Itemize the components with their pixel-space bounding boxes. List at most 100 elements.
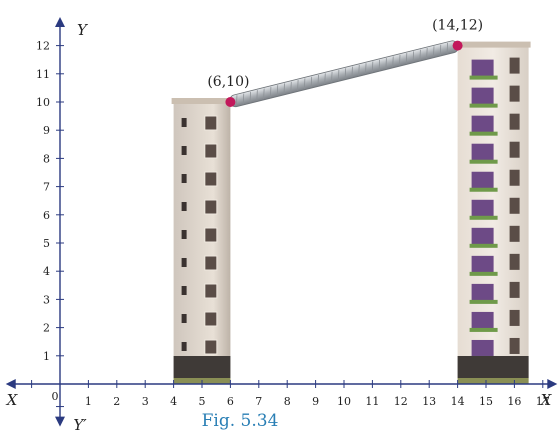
x-tick-label: 4 xyxy=(170,395,177,408)
bridge-rib xyxy=(317,74,319,86)
bridge-rib xyxy=(242,93,245,104)
bridge-rib xyxy=(385,58,387,69)
balcony-plants xyxy=(469,243,498,248)
window xyxy=(204,227,218,243)
bridge-rib xyxy=(303,78,306,89)
balcony-plants xyxy=(469,271,498,276)
window xyxy=(181,342,187,351)
window xyxy=(509,337,520,354)
bridge-rib xyxy=(263,88,265,99)
window xyxy=(471,199,494,218)
y-tick-label: 10 xyxy=(36,96,50,109)
bridge-rib xyxy=(378,59,381,71)
building-wall xyxy=(173,102,231,384)
window xyxy=(509,253,520,270)
x-tick-label: 12 xyxy=(394,395,408,408)
x-tick-label: 10 xyxy=(337,395,351,408)
window xyxy=(471,227,494,246)
axes xyxy=(5,17,558,427)
window xyxy=(471,143,494,162)
x-tick-label: 2 xyxy=(113,395,120,408)
bridge-rib xyxy=(392,56,394,67)
window xyxy=(471,87,494,106)
x-tick-label: 6 xyxy=(227,395,234,408)
x-tick-label: 5 xyxy=(199,395,206,408)
y-axis-arrow-down xyxy=(55,416,65,427)
building-1 xyxy=(171,98,233,384)
window xyxy=(471,255,494,274)
bridge-rib xyxy=(419,49,421,61)
bridge-rib xyxy=(365,63,367,74)
x-axis-negative-label: X xyxy=(6,391,19,409)
balcony-plants xyxy=(469,159,498,164)
figure-caption: Fig. 5.34 xyxy=(202,411,279,431)
y-axis-arrow-up xyxy=(55,17,65,28)
buildings xyxy=(171,41,531,384)
bridge xyxy=(229,40,459,108)
x-tick-label: 17 xyxy=(536,395,550,408)
window xyxy=(204,283,218,299)
window xyxy=(471,59,494,78)
x-axis-arrow-left xyxy=(5,379,16,389)
window xyxy=(204,255,218,271)
bridge-rib xyxy=(331,71,333,83)
balcony-plants xyxy=(469,75,498,80)
window xyxy=(471,339,494,358)
point-marker xyxy=(452,40,463,51)
bridge-rib xyxy=(310,76,313,88)
y-axis-positive-label: Y xyxy=(77,21,89,39)
x-tick-label: 13 xyxy=(422,395,436,408)
y-tick-label: 7 xyxy=(43,181,50,194)
x-tick-label: 3 xyxy=(142,395,149,408)
x-tick-label: 16 xyxy=(507,395,521,408)
window xyxy=(204,339,218,355)
bridge-rib xyxy=(439,44,442,56)
balcony-plants xyxy=(469,215,498,220)
bridge-rib xyxy=(399,54,401,66)
y-tick-label: 2 xyxy=(43,322,50,335)
window xyxy=(181,174,187,183)
y-tick-label: 1 xyxy=(43,350,50,363)
window xyxy=(181,258,187,267)
bridge-rib xyxy=(249,91,251,103)
window xyxy=(471,283,494,302)
building-entrance xyxy=(457,356,529,378)
balcony-plants xyxy=(469,131,498,136)
balcony-plants xyxy=(469,103,498,108)
y-axis-negative-label: Y′ xyxy=(73,416,87,434)
bridge-rib xyxy=(270,86,272,98)
window xyxy=(509,57,520,74)
bridge-rib xyxy=(324,73,326,84)
point-label: (6,10) xyxy=(207,74,249,90)
x-tick-label: 15 xyxy=(479,395,493,408)
bridge-rib xyxy=(276,85,279,96)
x-tick-label: 9 xyxy=(312,395,319,408)
bridge-rib xyxy=(297,80,299,91)
window xyxy=(181,286,187,295)
window xyxy=(509,225,520,242)
x-axis-arrow-right xyxy=(547,379,558,389)
window xyxy=(509,85,520,102)
points: (6,10) (14,12) xyxy=(207,18,483,107)
window xyxy=(204,143,218,159)
bridge-rib xyxy=(426,47,428,59)
bridge-rib xyxy=(256,90,258,101)
bridge-rib xyxy=(412,51,414,62)
bridge-rib xyxy=(351,66,353,77)
window xyxy=(204,311,218,327)
window xyxy=(471,115,494,134)
bridge-rib xyxy=(358,64,360,76)
bridge-rib xyxy=(283,83,285,94)
bridge-rib xyxy=(371,61,374,72)
building-2 xyxy=(455,41,531,384)
window xyxy=(509,169,520,186)
balcony-plants xyxy=(469,187,498,192)
window xyxy=(181,118,187,127)
point-label: (14,12) xyxy=(432,18,483,34)
building-ground xyxy=(457,378,529,384)
window xyxy=(509,197,520,214)
y-tick-label: 4 xyxy=(43,265,50,278)
origin-label: 0 xyxy=(52,390,59,403)
